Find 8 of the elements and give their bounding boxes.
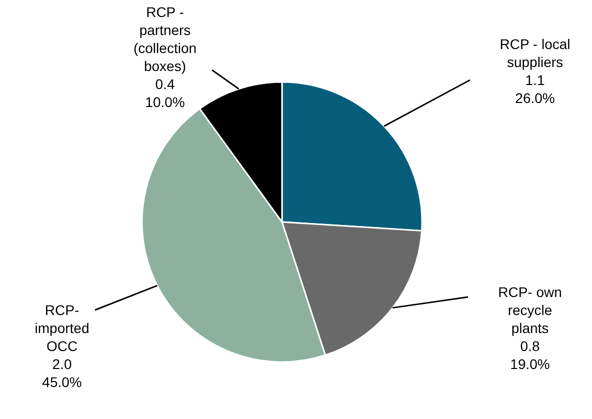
data-label: 0.4 10.0% [145, 76, 185, 110]
slice-label: RCP- imported OCC [34, 302, 90, 354]
slice-label: RCP - partners (collection boxes) [133, 4, 197, 74]
data-label: 2.0 45.0% [42, 356, 82, 390]
data-label: 1.1 26.0% [515, 72, 555, 106]
slice-label: RCP - local suppliers [500, 36, 570, 70]
slice-label: RCP- own recycle plants [498, 284, 562, 336]
data-label: 0.8 19.0% [510, 338, 550, 372]
